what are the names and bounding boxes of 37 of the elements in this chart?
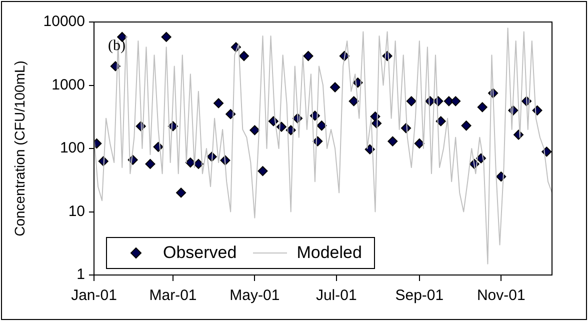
legend-label: Modeled — [296, 243, 362, 263]
point — [226, 109, 236, 120]
point — [450, 96, 461, 106]
point — [348, 96, 359, 106]
x-tick-label: Mar-01 — [149, 287, 197, 304]
point — [238, 51, 249, 62]
point — [496, 172, 506, 182]
y-tick-label: 100 — [60, 140, 85, 157]
point — [176, 188, 186, 198]
point — [406, 96, 416, 106]
point — [330, 82, 340, 92]
point — [258, 166, 268, 176]
point — [250, 125, 260, 136]
point — [303, 51, 314, 62]
point — [388, 136, 398, 146]
point — [193, 158, 204, 169]
point — [214, 98, 224, 108]
point — [185, 158, 196, 168]
point — [436, 116, 446, 126]
y-axis-title: Concentration (CFU/100mL) — [11, 60, 28, 236]
x-tick-label: Sep-01 — [395, 287, 444, 304]
point — [145, 158, 156, 169]
point — [316, 120, 327, 131]
x-tick-label: Jan-01 — [71, 287, 117, 304]
x-tick-label: Jul-01 — [316, 287, 357, 304]
x-tick-label: May-01 — [230, 287, 280, 304]
y-tick-label: 1 — [76, 266, 85, 284]
y-tick-label: 1000 — [52, 76, 85, 94]
x-tick-label: Nov-01 — [476, 287, 526, 304]
point — [461, 120, 472, 131]
point — [477, 102, 488, 112]
y-tick-label: 10000 — [43, 13, 85, 30]
point — [161, 32, 172, 42]
legend-label: Observed — [163, 243, 237, 263]
y-tick-label: 10 — [68, 202, 85, 220]
point — [414, 138, 424, 148]
annotation: (b) — [108, 38, 126, 54]
